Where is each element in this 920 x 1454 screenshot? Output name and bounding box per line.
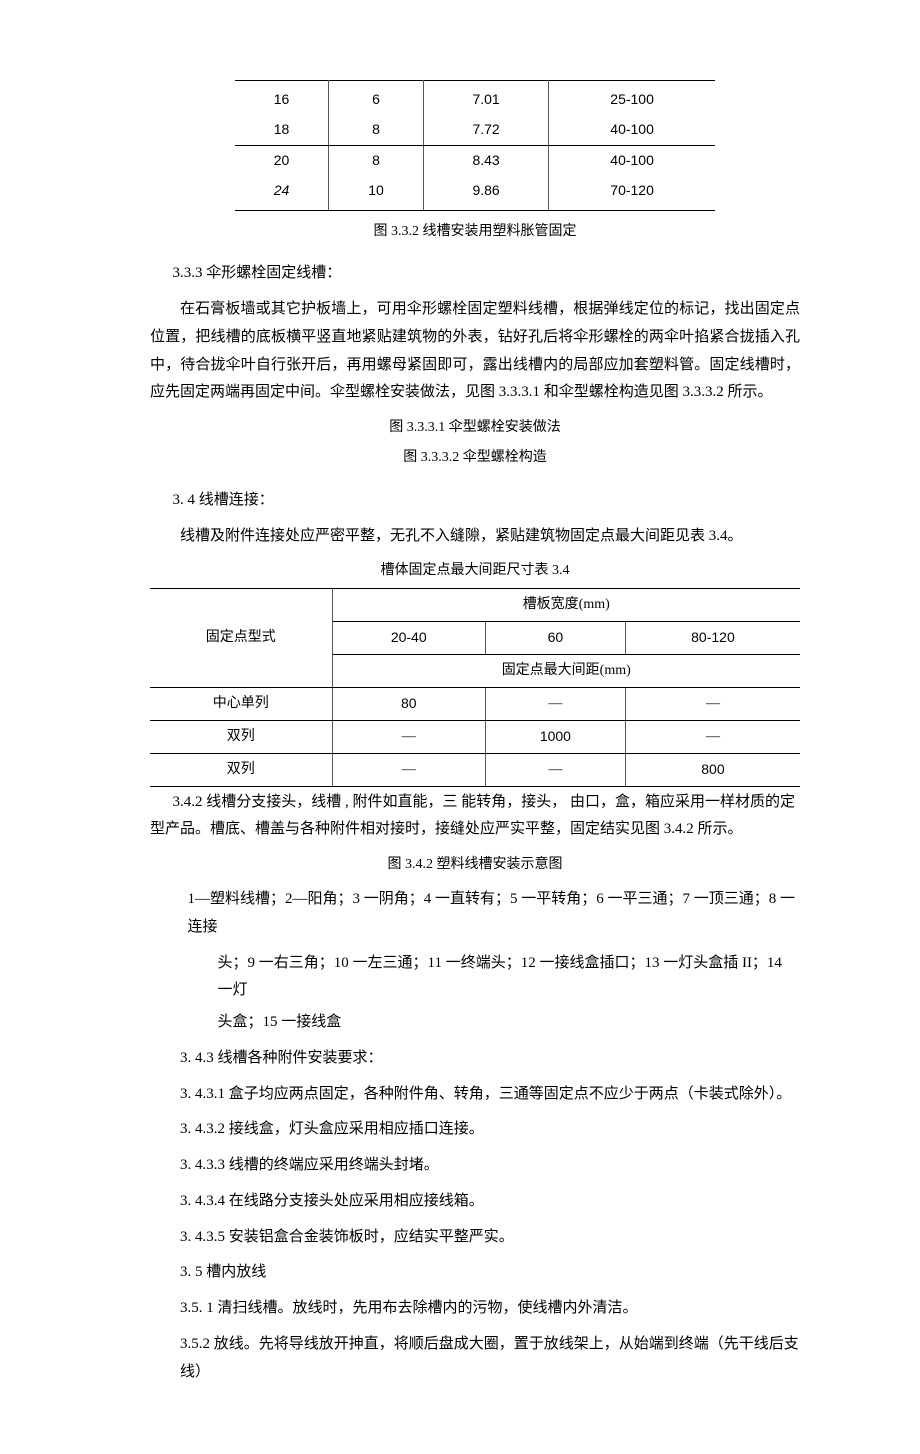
t1-r2c0: 20 — [235, 145, 329, 175]
para-342: 3.4.2 线槽分支接头，线槽 , 附件如直能，三 能转角，接头， 由口，盒，箱… — [150, 789, 800, 845]
t2-r0c0: 80 — [332, 688, 485, 721]
t2-r0c1: — — [485, 688, 625, 721]
caption-fig-3332: 图 3.3.3.2 伞型螺栓构造 — [150, 445, 800, 471]
t1-r0c3: 25-100 — [549, 81, 715, 115]
t2-r2c2: 800 — [625, 753, 800, 786]
heading-34: 3. 4 线槽连接： — [150, 487, 800, 515]
t2-r1c2: — — [625, 720, 800, 753]
item-4331: 3. 4.3.1 盒子均应两点固定，各种附件角、转角，三通等固定点不应少于两点（… — [180, 1081, 800, 1109]
item-4335: 3. 4.3.5 安装铝盒合金装饰板时，应结实平整严实。 — [180, 1224, 800, 1252]
t2-col1: 60 — [485, 622, 625, 655]
t2-h-rowlabel: 固定点型式 — [150, 589, 332, 688]
t1-r0c1: 6 — [329, 81, 424, 115]
table2-title: 槽体固定点最大间距尺寸表 3.4 — [150, 558, 800, 584]
t1-r2c1: 8 — [329, 145, 424, 175]
t2-r1c0: — — [332, 720, 485, 753]
heading-35: 3. 5 槽内放线 — [180, 1259, 800, 1287]
t2-r0-label: 中心单列 — [150, 688, 332, 721]
t2-r2c0: — — [332, 753, 485, 786]
para-333: 在石膏板墙或其它护板墙上，可用伞形螺栓固定塑料线槽，根据弹线定位的标记，找出固定… — [150, 296, 800, 407]
caption-fig-3331: 图 3.3.3.1 伞型螺栓安装做法 — [150, 415, 800, 441]
item-4334: 3. 4.3.4 在线路分支接头处应采用相应接线箱。 — [180, 1188, 800, 1216]
table-plastic-anchor: 16 6 7.01 25-100 18 8 7.72 40-100 20 8 8… — [235, 80, 715, 211]
t1-r1c2: 7.72 — [423, 115, 548, 145]
t2-r1-label: 双列 — [150, 720, 332, 753]
t1-r1c1: 8 — [329, 115, 424, 145]
caption-fig-342: 图 3.4.2 塑料线槽安装示意图 — [150, 852, 800, 878]
legend-line-2: 头；9 一右三角；10 一左三通；11 一终端头；12 一接线盒插口；13 一灯… — [218, 950, 801, 1006]
heading-333: 3.3.3 伞形螺栓固定线槽： — [150, 260, 800, 288]
t1-r2c3: 40-100 — [549, 145, 715, 175]
t1-r1c0: 18 — [235, 115, 329, 145]
legend-line-3: 头盒；15 一接线盒 — [218, 1009, 801, 1037]
caption-fig-332: 图 3.3.2 线槽安装用塑料胀管固定 — [150, 219, 800, 245]
item-351: 3.5. 1 清扫线槽。放线时，先用布去除槽内的污物，使线槽内外清洁。 — [180, 1295, 800, 1323]
para-34: 线槽及附件连接处应严密平整，无孔不入缝隙，紧贴建筑物固定点最大间距见表 3.4。 — [150, 523, 800, 551]
table-max-spacing: 固定点型式 槽板宽度(mm) 20-40 60 80-120 固定点最大间距(m… — [150, 588, 800, 786]
t2-r0c2: — — [625, 688, 800, 721]
t2-h-sub: 固定点最大间距(mm) — [332, 655, 800, 688]
t2-r2-label: 双列 — [150, 753, 332, 786]
item-4333: 3. 4.3.3 线槽的终端应采用终端头封堵。 — [180, 1152, 800, 1180]
t1-r0c2: 7.01 — [423, 81, 548, 115]
t2-r2c1: — — [485, 753, 625, 786]
t1-r0c0: 16 — [235, 81, 329, 115]
legend-line-1: 1—塑料线槽；2—阳角；3 一阴角；4 一直转有；5 一平转角；6 一平三通；7… — [188, 886, 801, 942]
t2-h-colgroup: 槽板宽度(mm) — [332, 589, 800, 622]
heading-343: 3. 4.3 线槽各种附件安装要求： — [180, 1045, 800, 1073]
t1-r3c0: 24 — [235, 176, 329, 210]
t1-r3c2: 9.86 — [423, 176, 548, 210]
t1-r3c3: 70-120 — [549, 176, 715, 210]
t1-r3c1: 10 — [329, 176, 424, 210]
t2-col2: 80-120 — [625, 622, 800, 655]
t1-r1c3: 40-100 — [549, 115, 715, 145]
item-352: 3.5.2 放线。先将导线放开抻直，将顺后盘成大圈，置于放线架上，从始端到终端（… — [180, 1331, 800, 1387]
t2-r1c1: 1000 — [485, 720, 625, 753]
t2-col0: 20-40 — [332, 622, 485, 655]
t1-r2c2: 8.43 — [423, 145, 548, 175]
item-4332: 3. 4.3.2 接线盒，灯头盒应采用相应插口连接。 — [180, 1116, 800, 1144]
